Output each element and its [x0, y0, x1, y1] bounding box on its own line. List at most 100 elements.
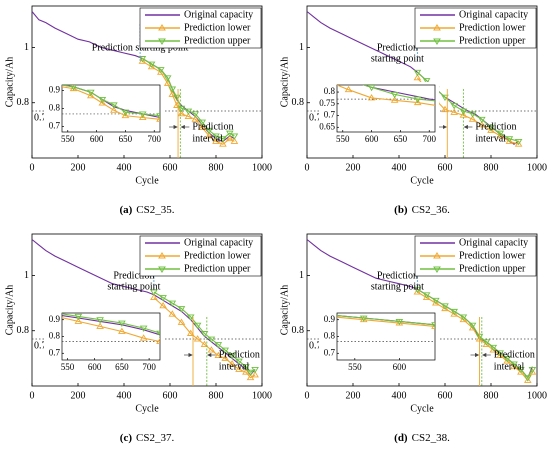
- threshold-label: 0.77: [309, 112, 327, 123]
- series-marker: [138, 56, 147, 63]
- legend-label: Prediction lower: [184, 22, 251, 33]
- inset-plot: [62, 313, 299, 367]
- caption-label: (d): [394, 432, 408, 444]
- series-marker: [156, 115, 160, 122]
- series-marker: [503, 332, 509, 337]
- x-tick-label: 600: [438, 162, 453, 173]
- series-marker: [293, 358, 299, 363]
- series-marker: [214, 351, 223, 359]
- interval-label: Prediction: [475, 121, 516, 132]
- inset-y-tick-label: 0.8: [324, 86, 336, 96]
- series-marker: [459, 314, 468, 321]
- series-marker: [482, 339, 491, 346]
- series-marker: [228, 360, 236, 367]
- panel: 0 200 400 600 800 1000 0.8 1 Cycle Capacity/Ah 0.7…: [4, 5, 272, 216]
- series-marker: [282, 362, 288, 367]
- series-marker: [221, 347, 229, 354]
- inset-x-tick-label: 550: [61, 134, 75, 144]
- start-label: starting point: [107, 281, 160, 292]
- series-marker: [235, 365, 243, 372]
- x-tick-label: 0: [30, 390, 35, 401]
- inset-x-tick-label: 700: [142, 362, 156, 372]
- legend-label: Original capacity: [459, 9, 528, 20]
- y-axis-label: Capacity/Ah: [279, 57, 290, 108]
- series-marker: [441, 303, 449, 310]
- series-marker: [207, 346, 216, 353]
- series-marker: [168, 86, 177, 93]
- panel: 0 200 400 600 800 1000 0.8 1 Cycle Capacity/Ah 0.7…: [279, 5, 547, 216]
- series-marker: [478, 116, 486, 124]
- y-tick-label: 1: [299, 270, 304, 281]
- inset-y-tick-label: 0.8: [49, 103, 61, 113]
- series-marker: [468, 115, 477, 122]
- interval-label: interval: [192, 133, 223, 144]
- series-marker: [87, 89, 95, 97]
- series-marker: [177, 109, 186, 117]
- panel: 0 200 400 600 800 1000 0.8 1 Cycle Capacity/Ah 0.7…: [279, 233, 547, 444]
- caption-label: (b): [394, 204, 408, 216]
- series-marker: [184, 112, 193, 119]
- series-marker: [200, 331, 209, 338]
- series-marker: [450, 310, 458, 317]
- series-marker: [422, 292, 431, 299]
- x-tick-label: 1000: [252, 390, 272, 401]
- caption: (c) CS2_37.: [120, 432, 175, 444]
- x-axis-label: Cycle: [410, 175, 434, 186]
- x-tick-label: 800: [484, 390, 499, 401]
- series-marker: [118, 327, 126, 334]
- series-line: [417, 288, 533, 379]
- series-marker: [139, 334, 148, 341]
- y-tick-label: 0.8: [292, 325, 305, 336]
- interval-label: Prediction: [219, 349, 260, 360]
- interval-label: Prediction: [192, 121, 233, 132]
- y-axis-label: Capacity/Ah: [279, 285, 290, 336]
- legend-marker: [158, 266, 166, 273]
- series-marker: [413, 98, 422, 106]
- inset-plot: [24, 78, 160, 122]
- threshold-label: 0.77: [309, 340, 327, 351]
- inset-y-tick-label: 0.9: [49, 314, 61, 324]
- y-tick-label: 1: [24, 42, 29, 53]
- series-marker: [98, 97, 107, 104]
- inset-box: [336, 312, 436, 361]
- series-marker: [510, 361, 518, 368]
- series-marker: [367, 85, 376, 92]
- series-marker: [503, 357, 511, 364]
- inset-x-tick-label: 550: [348, 362, 362, 372]
- x-tick-label: 0: [305, 390, 310, 401]
- series-marker: [468, 322, 477, 330]
- series-marker: [432, 297, 440, 305]
- y-tick-label: 0.8: [17, 97, 30, 108]
- legend-label: Original capacity: [459, 237, 528, 248]
- series-marker: [177, 306, 186, 313]
- x-tick-label: 600: [163, 390, 178, 401]
- series-marker: [484, 111, 490, 116]
- series-line: [62, 317, 160, 343]
- series-marker: [432, 299, 440, 306]
- series-marker: [484, 113, 490, 118]
- x-tick-label: 600: [163, 162, 178, 173]
- series-marker: [390, 91, 399, 99]
- series-marker: [514, 138, 523, 146]
- series-marker: [235, 358, 243, 366]
- inset-y-tick-label: 0.8: [324, 331, 336, 341]
- series-marker: [226, 134, 234, 142]
- legend-label: Prediction upper: [459, 35, 526, 46]
- series-marker: [74, 317, 83, 324]
- series-marker: [422, 293, 431, 301]
- inset-x-tick-label: 650: [119, 134, 133, 144]
- x-tick-label: 400: [117, 162, 132, 173]
- series-marker: [177, 105, 186, 113]
- series-marker: [505, 137, 514, 144]
- series-marker: [138, 113, 147, 120]
- series-marker: [163, 75, 172, 82]
- inset-y-tick-label: 0.7: [324, 110, 336, 120]
- series-marker: [24, 78, 30, 83]
- legend-marker: [433, 24, 441, 31]
- series-marker: [524, 375, 532, 382]
- x-axis-label: Cycle: [135, 175, 159, 186]
- legend-label: Original capacity: [184, 9, 253, 20]
- x-tick-label: 200: [346, 162, 361, 173]
- series-marker: [186, 314, 195, 321]
- series-marker: [514, 140, 523, 147]
